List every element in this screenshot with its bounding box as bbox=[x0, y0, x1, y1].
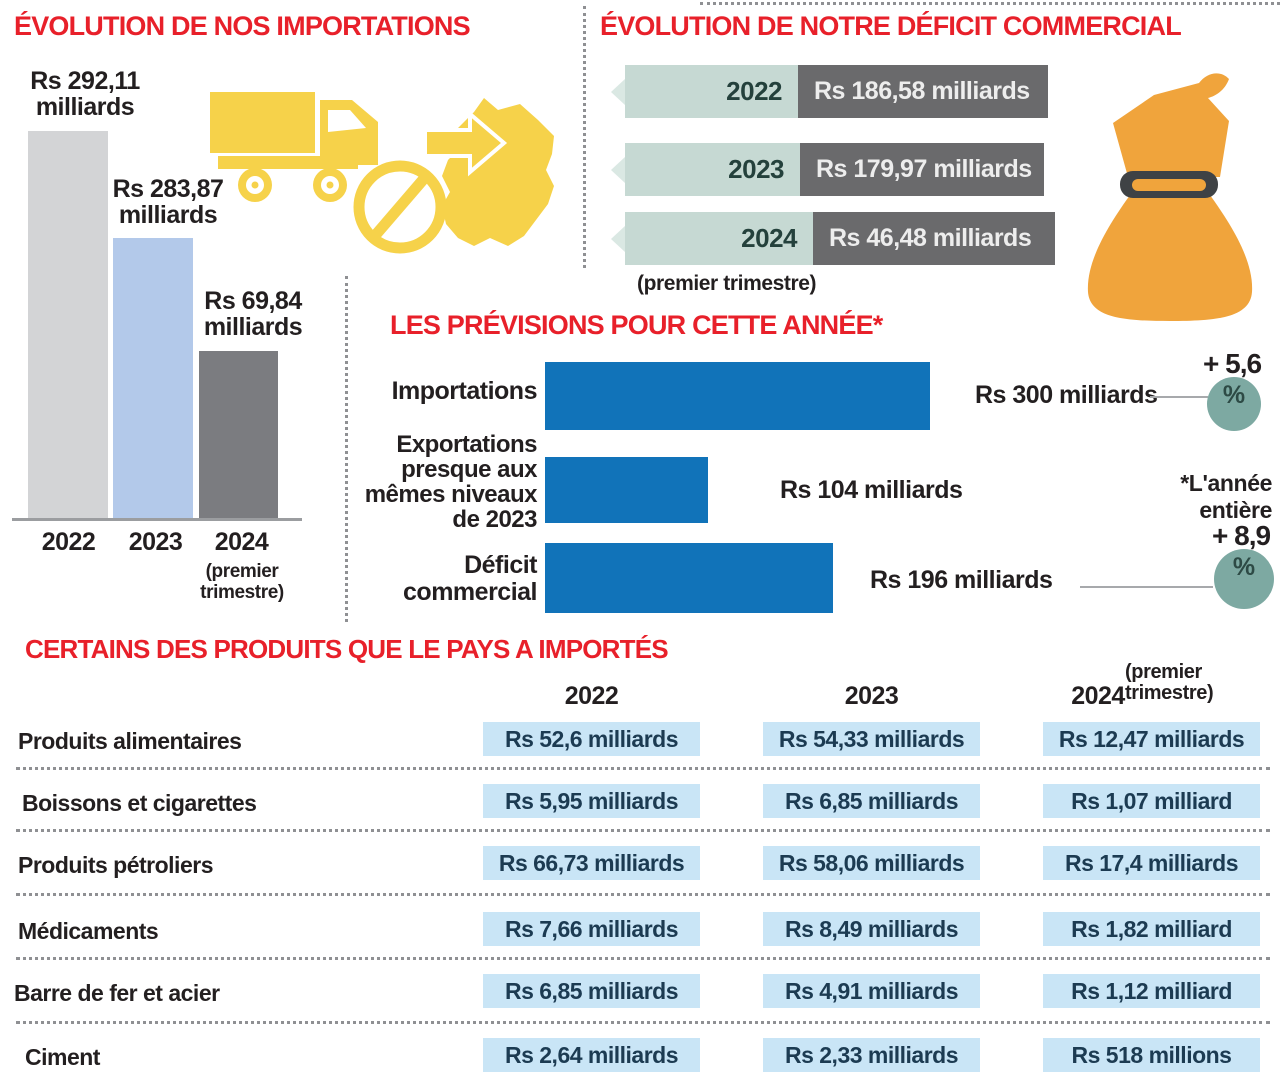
product-value-2022: Rs 66,73 milliards bbox=[483, 846, 700, 880]
previsions-bar-deficit bbox=[545, 543, 833, 613]
deficit-year-label: 2024 bbox=[741, 223, 797, 253]
product-label: Produits alimentaires bbox=[18, 728, 242, 754]
col-header-2024: 2024 bbox=[1071, 682, 1125, 710]
col-header-2022: 2022 bbox=[564, 682, 619, 710]
product-value-2023: Rs 54,33 milliards bbox=[763, 722, 980, 756]
previsions-value-importations: Rs 300 milliards bbox=[975, 381, 1158, 409]
previsions-bar-importations bbox=[545, 362, 930, 430]
importations-bar-chart bbox=[12, 128, 302, 518]
previsions-footnote: *L'année entière bbox=[1180, 470, 1272, 523]
percent-badge-deficit: % bbox=[1214, 549, 1274, 609]
product-value-2022: Rs 5,95 milliards bbox=[483, 784, 700, 818]
product-label: Produits pétroliers bbox=[18, 852, 213, 878]
product-value-2023: Rs 4,91 milliards bbox=[763, 974, 980, 1008]
row-divider bbox=[16, 957, 1270, 960]
row-divider bbox=[16, 1021, 1270, 1024]
deficit-value: Rs 179,97 milliards bbox=[800, 143, 1044, 196]
year-label-2023: 2023 bbox=[128, 528, 183, 556]
deficit-year-label: 2022 bbox=[726, 76, 782, 106]
arrow-right-icon bbox=[423, 109, 508, 177]
deficit-year-label: 2023 bbox=[728, 154, 784, 184]
product-value-2024: Rs 12,47 milliards bbox=[1043, 722, 1260, 756]
row-divider bbox=[16, 767, 1270, 770]
year-label-2022: 2022 bbox=[41, 528, 96, 556]
deficit-year-bar bbox=[625, 212, 813, 265]
product-label: Médicaments bbox=[18, 918, 159, 944]
deficit-year-bar bbox=[625, 65, 798, 118]
products-title: CERTAINS DES PRODUITS QUE LE PAYS A IMPO… bbox=[25, 634, 669, 664]
no-entry-icon bbox=[353, 160, 447, 254]
importations-bar-value-2022: Rs 292,11 milliards bbox=[30, 67, 140, 121]
percent-badge-importations: % bbox=[1207, 377, 1261, 431]
connector-line bbox=[1080, 586, 1213, 588]
year-label-2024: 2024 bbox=[214, 528, 269, 556]
previsions-title: LES PRÉVISIONS POUR CETTE ANNÉE* bbox=[390, 310, 883, 340]
ribbon-tip bbox=[611, 78, 625, 105]
importations-title: ÉVOLUTION DE NOS IMPORTATIONS bbox=[14, 11, 471, 41]
product-value-2022: Rs 52,6 milliards bbox=[483, 722, 700, 756]
first-quarter-note-left: (premier trimestre) bbox=[200, 561, 284, 603]
vertical-dotted-divider-top bbox=[583, 6, 586, 268]
previsions-bar-exportations bbox=[545, 457, 708, 523]
previsions-value-exportations: Rs 104 milliards bbox=[780, 476, 963, 504]
deficit-year-bar bbox=[625, 143, 800, 196]
deficit-title: ÉVOLUTION DE NOTRE DÉFICIT COMMERCIAL bbox=[600, 11, 1182, 41]
ribbon-tip bbox=[611, 225, 625, 252]
row-divider bbox=[16, 893, 1270, 896]
percent-sign: % bbox=[1222, 381, 1246, 409]
deficit-row-2024: 2024 Rs 46,48 milliards bbox=[611, 212, 1055, 265]
previsions-delta-importations: + 5,6 bbox=[1203, 348, 1262, 379]
vertical-dotted-divider-mid bbox=[345, 276, 348, 622]
col-header-2023: 2023 bbox=[844, 682, 899, 710]
bar-2024 bbox=[199, 351, 278, 518]
product-value-2023: Rs 2,33 milliards bbox=[763, 1038, 980, 1072]
x-axis-line bbox=[12, 518, 302, 521]
deficit-row-2023: 2023 Rs 179,97 milliards bbox=[611, 143, 1055, 196]
product-label: Boissons et cigarettes bbox=[22, 790, 257, 816]
product-value-2022: Rs 6,85 milliards bbox=[483, 974, 700, 1008]
connector-line bbox=[1150, 396, 1208, 398]
product-value-2024: Rs 1,82 milliard bbox=[1043, 912, 1260, 946]
product-value-2022: Rs 2,64 milliards bbox=[483, 1038, 700, 1072]
product-value-2023: Rs 6,85 milliards bbox=[763, 784, 980, 818]
product-label: Barre de fer et acier bbox=[14, 980, 220, 1006]
previsions-label-importations: Importations bbox=[391, 377, 538, 405]
product-value-2024: Rs 1,07 milliard bbox=[1043, 784, 1260, 818]
money-bag-icon bbox=[1087, 73, 1253, 321]
deficit-row-2022: 2022 Rs 186,58 milliards bbox=[611, 65, 1055, 118]
bar-2022 bbox=[28, 131, 108, 518]
product-value-2024: Rs 17,4 milliards bbox=[1043, 846, 1260, 880]
deficit-value: Rs 186,58 milliards bbox=[798, 65, 1048, 118]
product-value-2023: Rs 58,06 milliards bbox=[763, 846, 980, 880]
truck-icon bbox=[210, 92, 378, 202]
product-value-2024: Rs 1,12 milliard bbox=[1043, 974, 1260, 1008]
truck-import-ban-graphic bbox=[210, 92, 554, 254]
previsions-label-deficit: Déficit commercial bbox=[403, 551, 537, 606]
first-quarter-note-deficit: (premier trimestre) bbox=[637, 272, 817, 295]
product-value-2024: Rs 518 millions bbox=[1043, 1038, 1260, 1072]
product-value-2022: Rs 7,66 milliards bbox=[483, 912, 700, 946]
importations-bar-value-2024: Rs 69,84 milliards bbox=[203, 287, 303, 341]
product-value-2023: Rs 8,49 milliards bbox=[763, 912, 980, 946]
col-header-note: (premier trimestre) bbox=[1125, 661, 1214, 704]
previsions-label-exportations: Exportations presque aux mêmes niveaux d… bbox=[364, 431, 538, 533]
island-map-icon bbox=[442, 98, 554, 246]
product-label: Ciment bbox=[25, 1044, 100, 1070]
importations-bar-value-2023: Rs 283,87 milliards bbox=[112, 175, 224, 229]
bar-2023 bbox=[113, 238, 193, 518]
percent-sign: % bbox=[1232, 553, 1256, 581]
deficit-value: Rs 46,48 milliards bbox=[813, 212, 1055, 265]
previsions-delta-deficit: + 8,9 bbox=[1212, 520, 1271, 551]
previsions-value-deficit: Rs 196 milliards bbox=[870, 566, 1053, 594]
top-dotted-divider bbox=[700, 2, 1280, 5]
ribbon-tip bbox=[611, 156, 625, 183]
row-divider bbox=[16, 829, 1270, 832]
